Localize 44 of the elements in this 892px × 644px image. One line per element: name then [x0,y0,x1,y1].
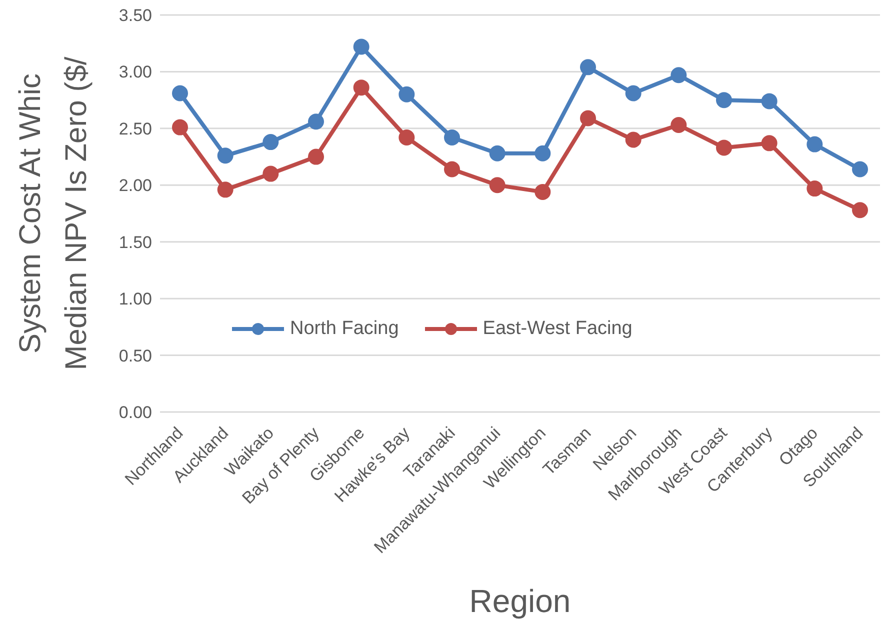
point [353,80,370,96]
point [217,148,234,164]
point [852,161,868,178]
point [444,130,460,146]
point [806,136,823,152]
point [716,92,732,108]
point [398,130,415,146]
point [852,202,868,218]
y-tick-label: 0.00 [118,403,152,422]
point [761,93,778,110]
point [580,59,596,76]
y-tick-label: 2.00 [118,176,152,196]
point [308,114,324,130]
point [353,38,370,55]
point [580,110,596,126]
y-tick-label: 1.50 [118,232,152,252]
x-axis-title: Region [469,583,571,619]
point [534,184,551,200]
point [217,182,234,198]
point [625,132,642,148]
point [670,67,687,84]
legend-label: East-West Facing [482,318,632,340]
point [806,180,823,197]
point [489,145,506,162]
point [761,135,778,152]
point [670,117,687,134]
point [172,85,188,102]
point [716,140,732,156]
point [444,161,460,178]
point [489,177,506,194]
point [262,166,279,182]
y-tick-label: 3.50 [118,6,152,26]
point [398,86,415,102]
y-tick-label: 0.50 [118,346,152,366]
y-tick-label: 2.50 [118,119,152,138]
legend-label: North Facing [289,318,399,340]
y-tick-label: 1.00 [118,290,152,309]
point [172,119,188,136]
point [308,148,324,165]
y-tick-label: 3.00 [118,62,152,82]
y-axis-title: System Cost At Whic Median NPV Is Zero ($/ [14,56,93,370]
point [534,145,551,162]
point [625,85,642,102]
point [262,134,279,150]
